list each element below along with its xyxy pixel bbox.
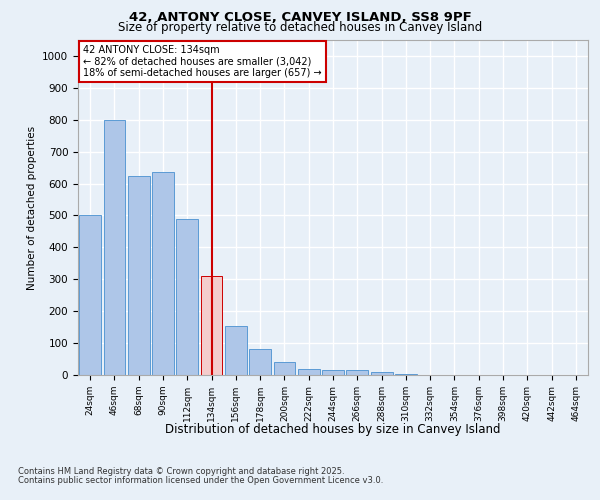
Bar <box>298 368 320 375</box>
Text: 42 ANTONY CLOSE: 134sqm
← 82% of detached houses are smaller (3,042)
18% of semi: 42 ANTONY CLOSE: 134sqm ← 82% of detache… <box>83 45 322 78</box>
Bar <box>249 350 271 375</box>
Bar <box>104 120 125 375</box>
Bar <box>322 370 344 375</box>
Bar <box>128 176 149 375</box>
Y-axis label: Number of detached properties: Number of detached properties <box>26 126 37 290</box>
Bar <box>200 276 223 375</box>
Bar <box>395 374 417 375</box>
Bar <box>225 326 247 375</box>
Bar <box>79 216 101 375</box>
Bar <box>371 372 392 375</box>
Text: Contains public sector information licensed under the Open Government Licence v3: Contains public sector information licen… <box>18 476 383 485</box>
Bar <box>346 370 368 375</box>
Text: Distribution of detached houses by size in Canvey Island: Distribution of detached houses by size … <box>165 422 501 436</box>
Text: Contains HM Land Registry data © Crown copyright and database right 2025.: Contains HM Land Registry data © Crown c… <box>18 468 344 476</box>
Bar <box>152 172 174 375</box>
Text: Size of property relative to detached houses in Canvey Island: Size of property relative to detached ho… <box>118 22 482 35</box>
Bar <box>176 218 198 375</box>
Text: 42, ANTONY CLOSE, CANVEY ISLAND, SS8 9PF: 42, ANTONY CLOSE, CANVEY ISLAND, SS8 9PF <box>128 11 472 24</box>
Bar <box>274 362 295 375</box>
